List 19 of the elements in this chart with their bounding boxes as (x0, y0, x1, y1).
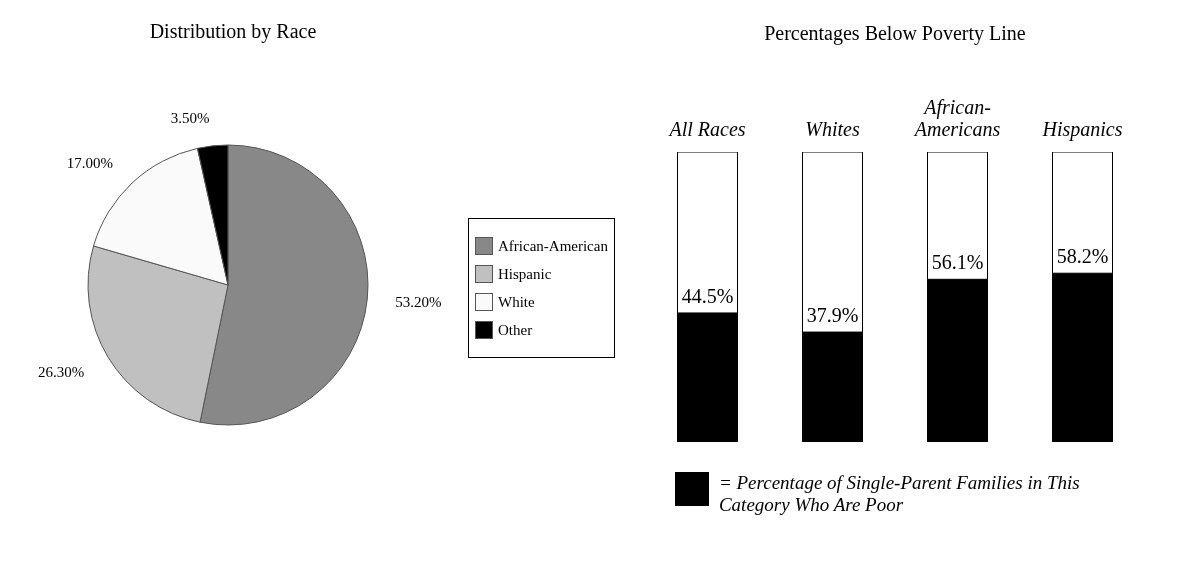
chart-title: Distribution by Race (148, 19, 318, 45)
x-tick-label: All Races (667, 118, 746, 140)
x-tick-label: Whites (805, 118, 860, 140)
data-label: 53.20% (395, 293, 442, 310)
legend-label: White (498, 293, 535, 311)
legend-label: = Percentage of Single-Parent Families in This Category Who Are Poor (718, 472, 1081, 516)
data-label: 26.30% (37, 363, 85, 380)
chart-title: Percentages Below Poverty Line (763, 21, 1027, 47)
data-label: 58.2% (1056, 245, 1109, 268)
legend-label: Other (498, 321, 533, 339)
x-tick-label: African-Americans (912, 96, 1001, 140)
legend-label: Hispanic (498, 265, 552, 283)
data-label: 56.1% (931, 251, 984, 274)
legend-label: African-American (498, 237, 608, 255)
data-label: 17.00% (66, 154, 113, 171)
data-label: 3.50% (170, 110, 210, 127)
data-label: 44.5% (681, 284, 734, 307)
x-tick-label: Hispanics (1041, 118, 1123, 141)
data-label: 37.9% (806, 304, 859, 327)
